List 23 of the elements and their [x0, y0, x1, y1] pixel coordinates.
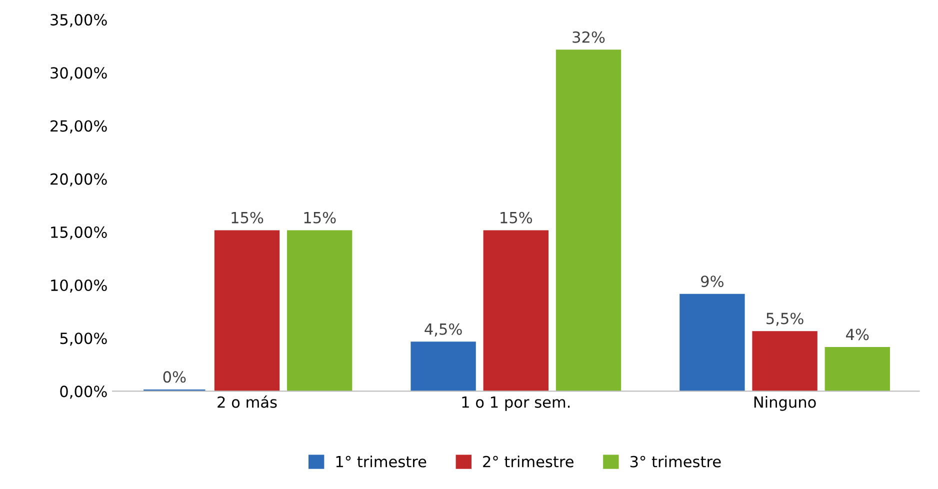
y-tick-label: 5,00%	[60, 332, 107, 346]
y-tick-label: 30,00%	[50, 67, 107, 80]
x-tick-label: 1 o 1 por sem.	[462, 396, 570, 411]
data-label: 15%	[232, 212, 264, 224]
data-label: 32%	[572, 31, 605, 43]
legend-label: 1° trimestre	[336, 456, 426, 468]
y-tick-label: 25,00%	[50, 120, 107, 134]
x-tick-label: Ninguno	[754, 396, 816, 411]
y-tick-label: 35,00%	[50, 14, 107, 28]
data-label: 5,5%	[766, 312, 804, 326]
y-tick-label: 20,00%	[50, 173, 107, 186]
data-label: 4,5%	[424, 323, 462, 336]
data-label: 4%	[846, 328, 869, 340]
data-label: 0%	[163, 371, 186, 383]
x-tick-label: 2 o más	[218, 395, 277, 408]
legend-label: 3° trimestre	[630, 456, 721, 468]
legend-label: 2° trimestre	[483, 456, 574, 468]
y-tick-label: 15,00%	[51, 226, 107, 240]
data-label: 9%	[701, 276, 724, 288]
data-label: 15%	[500, 212, 532, 224]
data-label: 15%	[304, 212, 336, 224]
y-tick-label: 0,00%	[60, 386, 107, 399]
y-tick-label: 10,00%	[51, 279, 107, 293]
